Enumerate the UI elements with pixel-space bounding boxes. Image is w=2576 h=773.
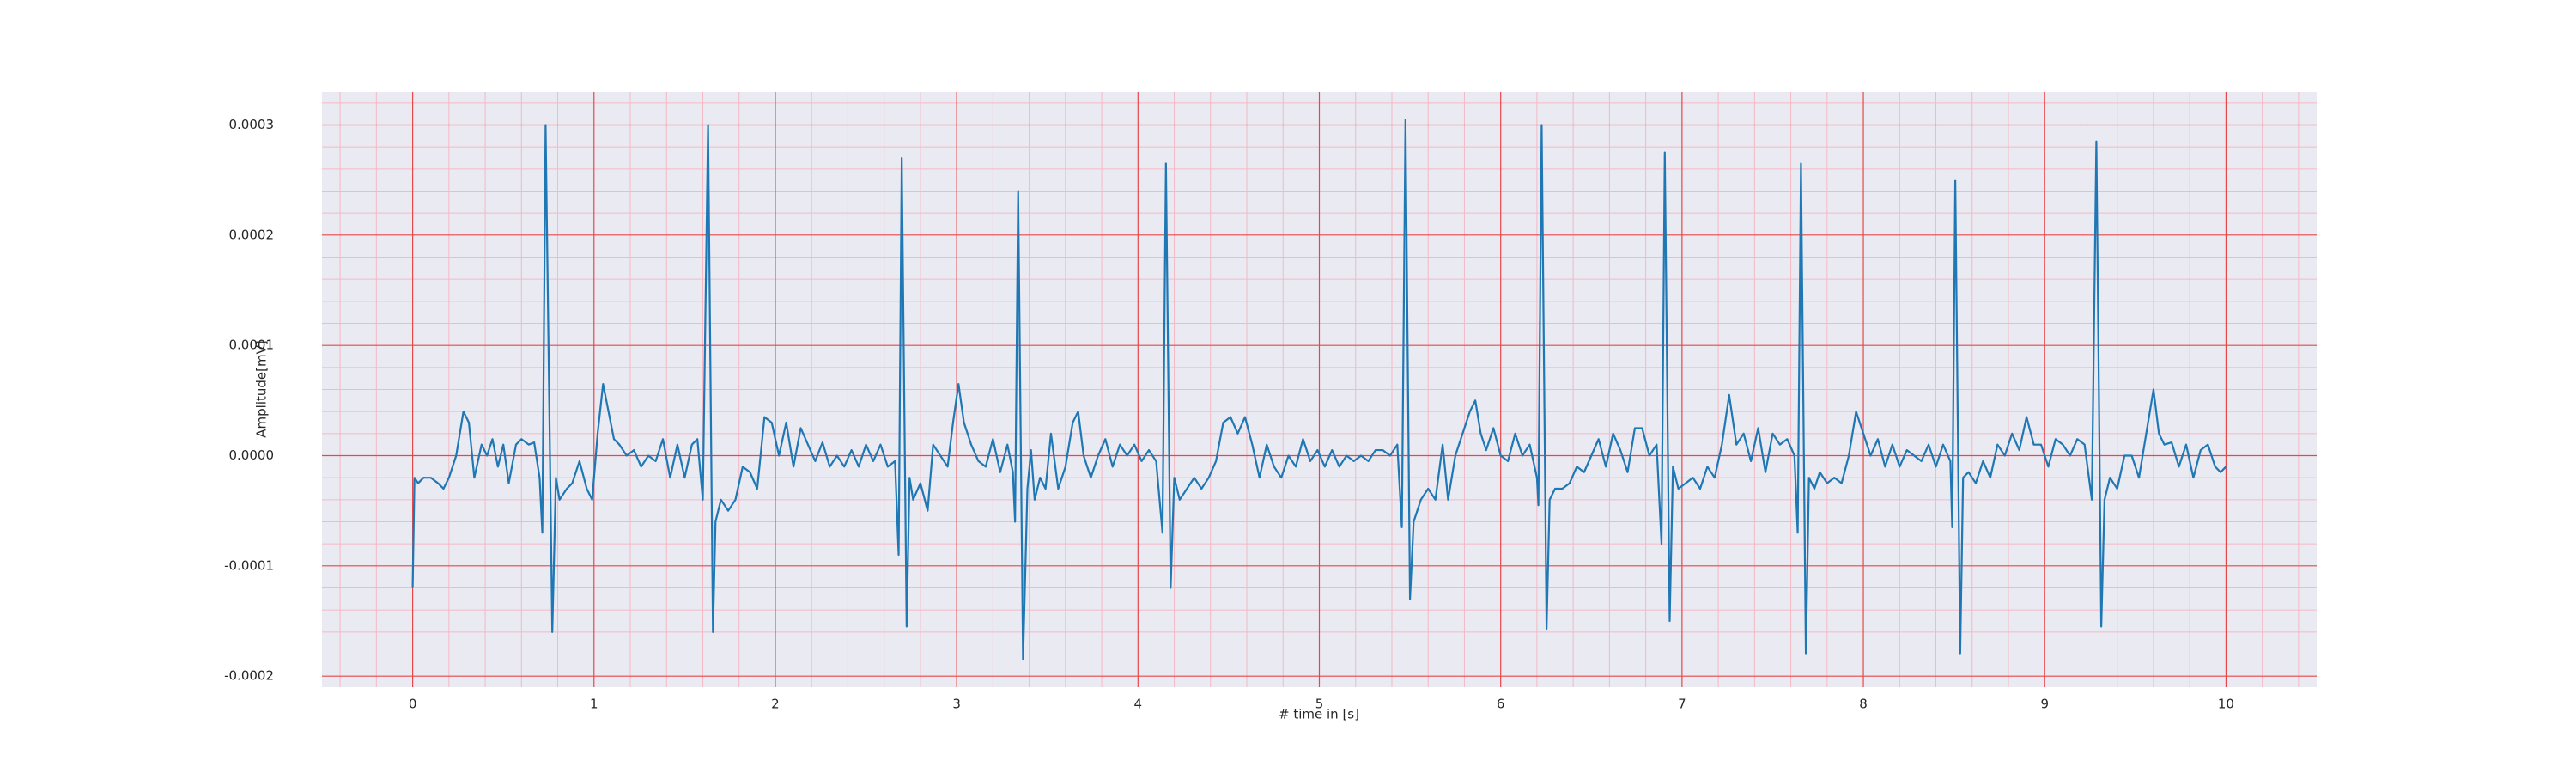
data-layer	[411, 118, 2227, 661]
x-tick-label: 8	[1859, 697, 1868, 712]
major-grid	[322, 92, 2317, 687]
y-tick-label: 0.0001	[229, 338, 275, 353]
y-tick-label: 0.0002	[229, 227, 275, 242]
x-tick-label: 3	[952, 697, 961, 712]
x-tick-label: 0	[409, 697, 417, 712]
y-tick-label: -0.0001	[224, 557, 274, 573]
x-tick-label: 10	[2218, 697, 2234, 712]
y-tick-label: 0.0000	[229, 447, 275, 463]
y-tick-label: -0.0002	[224, 668, 274, 684]
x-tick-label: 2	[771, 697, 780, 712]
x-tick-label: 5	[1315, 697, 1324, 712]
y-axis-label: Amplitude[mV]	[254, 340, 270, 437]
x-tick-label: 6	[1497, 697, 1505, 712]
y-tick-label: 0.0003	[229, 117, 275, 132]
signal-line	[411, 118, 2227, 661]
x-tick-label: 4	[1134, 697, 1143, 712]
x-tick-label: 9	[2040, 697, 2049, 712]
x-axis-label: # time in [s]	[1279, 707, 1359, 722]
x-tick-label: 7	[1678, 697, 1686, 712]
x-tick-label: 1	[590, 697, 598, 712]
